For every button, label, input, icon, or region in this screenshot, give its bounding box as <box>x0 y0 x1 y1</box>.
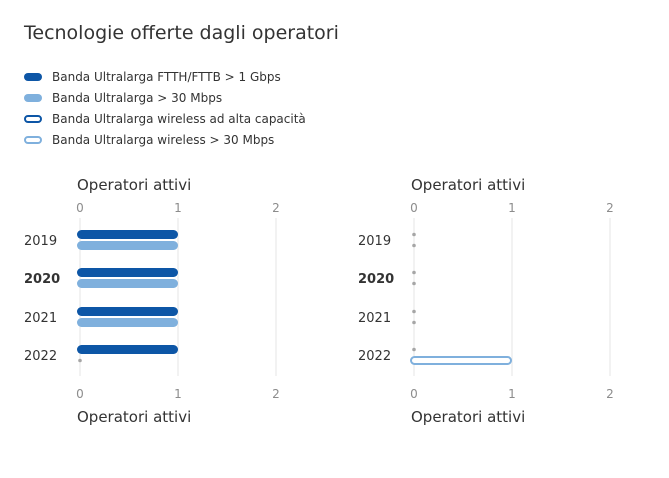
legend-item-30mbps[interactable]: Banda Ultralarga > 30 Mbps <box>24 87 306 108</box>
zero-marker <box>412 309 416 314</box>
zero-marker <box>412 281 416 286</box>
tick-label-bottom: 2 <box>272 387 280 401</box>
bar[interactable] <box>77 279 178 288</box>
legend-item-ftth[interactable]: Banda Ultralarga FTTH/FTTB > 1 Gbps <box>24 66 306 87</box>
axis-title-bottom: Operatori attivi <box>411 408 525 426</box>
chart-title: Tecnologie offerte dagli operatori <box>24 22 339 44</box>
zero-marker <box>412 347 416 352</box>
bar[interactable] <box>77 318 178 327</box>
legend-label: Banda Ultralarga FTTH/FTTB > 1 Gbps <box>52 69 281 84</box>
category-label: 2021 <box>24 311 57 326</box>
tick-label-bottom: 2 <box>606 387 614 401</box>
tick-label-bottom: 0 <box>410 387 418 401</box>
bar[interactable] <box>77 307 178 316</box>
legend-swatch <box>24 93 42 102</box>
zero-marker <box>412 270 416 275</box>
tick-label-top: 1 <box>508 201 516 215</box>
category-label: 2022 <box>24 349 57 364</box>
bar[interactable] <box>77 230 178 239</box>
tick-label-bottom: 1 <box>508 387 516 401</box>
tick-label-top: 2 <box>272 201 280 215</box>
chart-right-wireless: Operatori attivi Operatori attivi 0 0 1 1 2 2 20… <box>358 176 614 426</box>
legend-label: Banda Ultralarga wireless ad alta capaci… <box>52 111 306 126</box>
category-label: 2019 <box>24 234 57 249</box>
category-label: 2019 <box>358 234 391 249</box>
bar[interactable] <box>77 241 178 250</box>
category-label: 2020 <box>358 272 394 287</box>
legend: Banda Ultralarga FTTH/FTTB > 1 Gbps Band… <box>24 66 306 150</box>
bar[interactable] <box>77 345 178 354</box>
zero-marker <box>412 243 416 248</box>
tick-label-top: 0 <box>410 201 418 215</box>
tick-label-top: 2 <box>606 201 614 215</box>
chart-left-wired: Operatori attivi Operatori attivi 0 0 1 1 2 2 20… <box>24 176 280 426</box>
axis-title-top: Operatori attivi <box>77 176 191 194</box>
tick-label-bottom: 1 <box>174 387 182 401</box>
axis-title-top: Operatori attivi <box>411 176 525 194</box>
category-label: 2022 <box>358 349 391 364</box>
legend-label: Banda Ultralarga wireless > 30 Mbps <box>52 132 275 147</box>
tick-label-top: 1 <box>174 201 182 215</box>
legend-swatch <box>24 135 42 144</box>
legend-label: Banda Ultralarga > 30 Mbps <box>52 90 223 105</box>
legend-item-wireless-30[interactable]: Banda Ultralarga wireless > 30 Mbps <box>24 129 306 150</box>
category-label: 2020 <box>24 272 60 287</box>
zero-marker <box>412 232 416 237</box>
legend-item-wireless-high[interactable]: Banda Ultralarga wireless ad alta capaci… <box>24 108 306 129</box>
bar[interactable] <box>77 268 178 277</box>
legend-swatch <box>24 72 42 81</box>
axis-title-bottom: Operatori attivi <box>77 408 191 426</box>
bar[interactable] <box>410 356 512 365</box>
zero-marker <box>78 358 82 363</box>
tick-label-bottom: 0 <box>76 387 84 401</box>
zero-marker <box>412 320 416 325</box>
category-label: 2021 <box>358 311 391 326</box>
tick-label-top: 0 <box>76 201 84 215</box>
legend-swatch <box>24 114 42 123</box>
